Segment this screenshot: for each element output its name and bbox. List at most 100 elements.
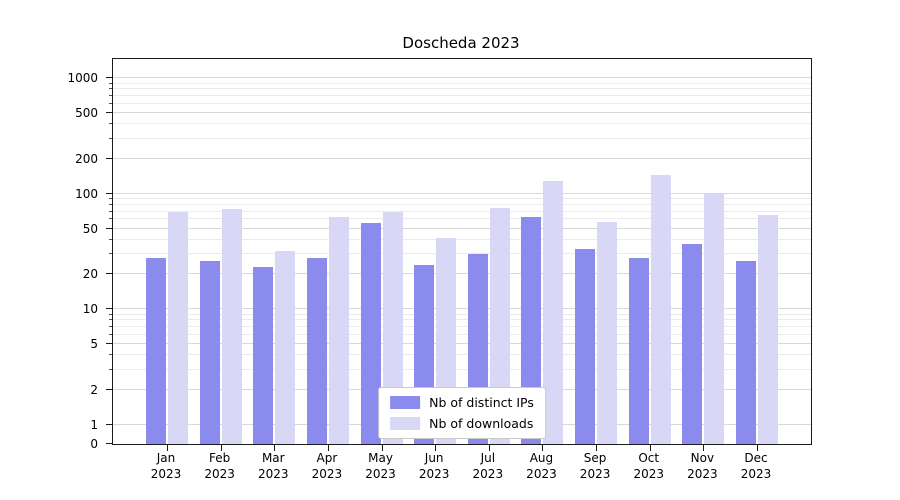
x-tick [649,445,651,451]
legend-swatch-downloads [390,417,421,430]
y-tick [106,273,112,275]
legend-item-distinct-ips: Nb of distinct IPs [390,395,534,410]
bar-downloads [758,214,778,444]
bar-distinct-ips [736,261,756,444]
gridline-minor [113,253,811,255]
y-tick [106,227,112,229]
gridline-major [113,112,811,114]
y-minor-tick [109,326,112,328]
plot-area: Nb of distinct IPs Nb of downloads [106,58,812,451]
y-tick [106,443,112,444]
x-tick [757,445,758,451]
y-minor-tick [109,95,112,97]
x-tick-label: Jul 2023 [472,451,504,482]
y-minor-tick [109,319,112,321]
gridline-minor [113,326,811,328]
y-minor-tick [109,253,112,255]
y-tick-label: 1000 [67,71,98,86]
x-tick-label: Aug 2023 [526,451,557,482]
bar-downloads [168,211,188,444]
bar-distinct-ips [199,261,220,444]
bar-downloads [221,208,242,444]
gridline-major [113,77,811,79]
y-minor-tick [109,333,112,335]
y-tick [106,308,112,310]
y-tick-label: 20 [82,267,98,282]
y-tick [106,192,112,194]
gridline-major [113,343,811,345]
legend-label-distinct-ips: Nb of distinct IPs [429,395,534,410]
gridline-minor [113,368,811,370]
y-minor-tick [109,82,112,84]
x-tick-label: Dec 2023 [740,451,772,482]
x-axis-labels: Jan 2023 Feb 2023 Mar 2023 Apr 2023 May 2023… [112,450,810,490]
y-tick-label: 0 [90,437,98,451]
x-tick-label: Mar 2023 [257,451,289,482]
x-tick-label: Jun 2023 [418,451,450,482]
x-tick [542,445,544,451]
x-tick [596,445,598,451]
gridline-major [113,192,811,194]
x-tick-label: Oct 2023 [633,451,664,482]
y-minor-tick [109,102,112,104]
gridline-minor [113,203,811,205]
y-minor-tick [109,368,112,370]
gridline-major [113,227,811,229]
x-tick-label: May 2023 [365,451,396,482]
x-tick [435,445,437,451]
legend-swatch-distinct-ips [390,396,421,409]
y-minor-tick [109,137,112,139]
gridline-minor [113,333,811,335]
x-tick-label: Jan 2023 [150,451,182,482]
gridline-major [113,273,811,275]
x-tick-label: Sep 2023 [579,451,611,482]
y-minor-tick [109,88,112,90]
y-minor-tick [109,313,112,315]
x-tick [274,445,276,451]
legend-label-downloads: Nb of downloads [429,416,534,431]
x-tick-label: Nov 2023 [687,451,718,482]
y-tick [106,388,112,390]
bar-distinct-ips [360,222,381,444]
y-tick-label: 50 [82,221,98,236]
gridline-minor [113,313,811,315]
x-tick [220,445,222,451]
y-tick-label: 10 [82,302,98,317]
x-tick [703,445,705,451]
bar-downloads [650,175,671,444]
bar-downloads [382,211,403,444]
y-minor-tick [109,203,112,205]
y-tick [106,423,112,425]
x-tick-label: Apr 2023 [311,451,343,482]
gridline-minor [113,102,811,104]
x-tick [381,445,383,451]
y-tick [106,77,112,79]
y-tick-label: 1 [90,417,98,432]
bar-distinct-ips [682,243,703,444]
gridline-minor [113,218,811,220]
y-minor-tick [109,210,112,212]
y-minor-tick [109,218,112,220]
x-tick [167,445,168,451]
x-tick [488,445,490,451]
y-tick [106,112,112,114]
gridline-minor [113,319,811,321]
bar-downloads [597,221,618,444]
y-tick-label: 500 [75,106,98,121]
gridline-minor [113,95,811,97]
gridline-minor [113,137,811,139]
y-minor-tick [109,238,112,240]
bar-distinct-ips [575,249,596,444]
chart-title: Doscheda 2023 [402,34,520,52]
legend: Nb of distinct IPs Nb of downloads [378,387,546,439]
bar-downloads [275,250,296,444]
y-minor-tick [109,123,112,125]
y-tick-label: 5 [90,337,98,352]
y-axis-labels: 0 1 2 5 10 20 50 100 200 500 1000 [0,58,104,451]
y-tick [106,157,112,159]
gridline-minor [113,123,811,125]
x-tick-label: Feb 2023 [204,451,235,482]
bar-downloads [328,216,349,444]
gridline-major [113,157,811,159]
